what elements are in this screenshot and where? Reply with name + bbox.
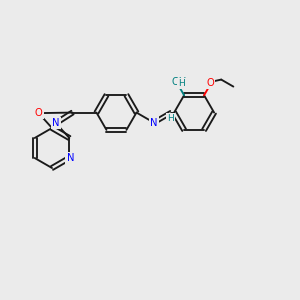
Text: H: H: [178, 79, 184, 88]
Text: OH: OH: [172, 76, 187, 87]
Text: O: O: [206, 78, 214, 88]
Text: H: H: [167, 114, 173, 123]
Text: N: N: [150, 118, 158, 128]
Text: N: N: [52, 118, 60, 128]
Text: N: N: [67, 153, 74, 163]
Text: O: O: [35, 108, 43, 118]
